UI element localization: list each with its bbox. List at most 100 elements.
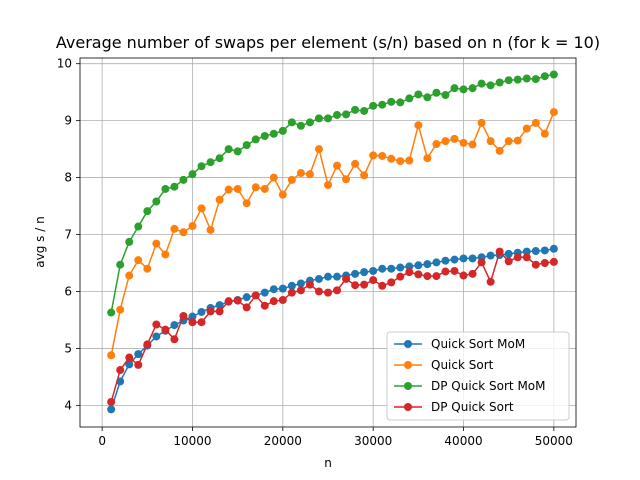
data-point (369, 276, 378, 285)
data-point (324, 114, 332, 123)
y-tick-label: 10 (57, 57, 72, 71)
data-point (513, 136, 522, 145)
data-point (495, 247, 504, 256)
data-point (387, 264, 396, 273)
data-point (197, 318, 206, 327)
data-point (378, 100, 387, 109)
data-point (369, 101, 378, 110)
data-point (450, 134, 459, 143)
data-point (314, 274, 323, 283)
data-point (116, 366, 125, 375)
data-point (143, 264, 152, 273)
data-point (387, 97, 396, 106)
x-axis-label: n (324, 456, 332, 470)
data-point (116, 305, 125, 314)
data-point (414, 90, 423, 99)
data-point (324, 272, 332, 281)
data-point (477, 118, 486, 127)
data-point (287, 175, 296, 184)
data-point (486, 277, 495, 286)
data-point (143, 340, 152, 349)
data-point (179, 311, 188, 320)
data-point (260, 301, 269, 310)
data-point (396, 157, 405, 166)
data-point (170, 335, 179, 344)
data-point (549, 108, 558, 117)
data-point (423, 272, 432, 281)
data-point (423, 93, 432, 102)
data-point (432, 88, 441, 97)
legend-frame (386, 331, 570, 421)
data-point (242, 303, 251, 312)
data-point (459, 138, 468, 147)
data-point (125, 271, 134, 280)
data-point (224, 185, 233, 194)
chart-title: Average number of swaps per element (s/n… (56, 33, 600, 52)
data-point (278, 126, 287, 135)
data-point (531, 75, 540, 84)
data-point (224, 297, 233, 306)
data-point (468, 140, 477, 149)
data-point (107, 351, 116, 360)
data-point (450, 255, 459, 264)
data-point (170, 321, 179, 330)
data-point (324, 180, 332, 189)
data-point (396, 263, 405, 272)
data-point (107, 397, 116, 406)
data-point (333, 272, 342, 281)
data-point (314, 114, 323, 123)
x-tick-label: 0 (98, 434, 106, 448)
data-point (125, 237, 134, 246)
data-point (396, 98, 405, 107)
data-point (333, 110, 342, 119)
x-tick-label: 50000 (535, 434, 573, 448)
legend: Quick Sort MoM Quick Sort DP Quick Sort Mo… (386, 331, 570, 421)
data-point (540, 129, 549, 138)
data-point (369, 151, 378, 160)
data-point (296, 279, 305, 288)
series (107, 70, 558, 317)
data-point (314, 287, 323, 296)
data-point (125, 353, 134, 362)
data-point (477, 79, 486, 88)
legend-marker (404, 382, 412, 390)
data-point (405, 262, 414, 271)
data-point (468, 254, 477, 263)
data-point (432, 272, 441, 281)
data-point (161, 184, 170, 193)
data-point (152, 332, 161, 341)
data-point (387, 278, 396, 287)
data-point (531, 260, 540, 269)
data-point (405, 268, 414, 277)
data-point (305, 170, 314, 179)
data-point (360, 106, 369, 115)
data-point (206, 158, 215, 167)
data-point (152, 320, 161, 329)
data-point (179, 228, 188, 237)
data-point (179, 175, 188, 184)
data-point (504, 137, 513, 146)
data-point (405, 94, 414, 103)
data-point (504, 249, 513, 258)
y-axis-label: avg s / n (33, 216, 47, 267)
data-point (305, 280, 314, 289)
data-point (314, 145, 323, 154)
data-point (260, 132, 269, 141)
data-point (107, 405, 116, 414)
data-point (278, 296, 287, 305)
data-point (351, 281, 360, 290)
y-tick-label: 9 (64, 114, 72, 128)
data-point (531, 118, 540, 127)
data-point (134, 360, 143, 369)
data-point (215, 301, 224, 310)
data-point (233, 184, 242, 193)
data-point (251, 135, 260, 144)
data-point (269, 173, 278, 182)
x-tick-label: 20000 (264, 434, 302, 448)
data-point (423, 260, 432, 269)
data-point (116, 260, 125, 269)
data-point (495, 146, 504, 155)
data-point (342, 110, 351, 119)
data-point (450, 266, 459, 275)
